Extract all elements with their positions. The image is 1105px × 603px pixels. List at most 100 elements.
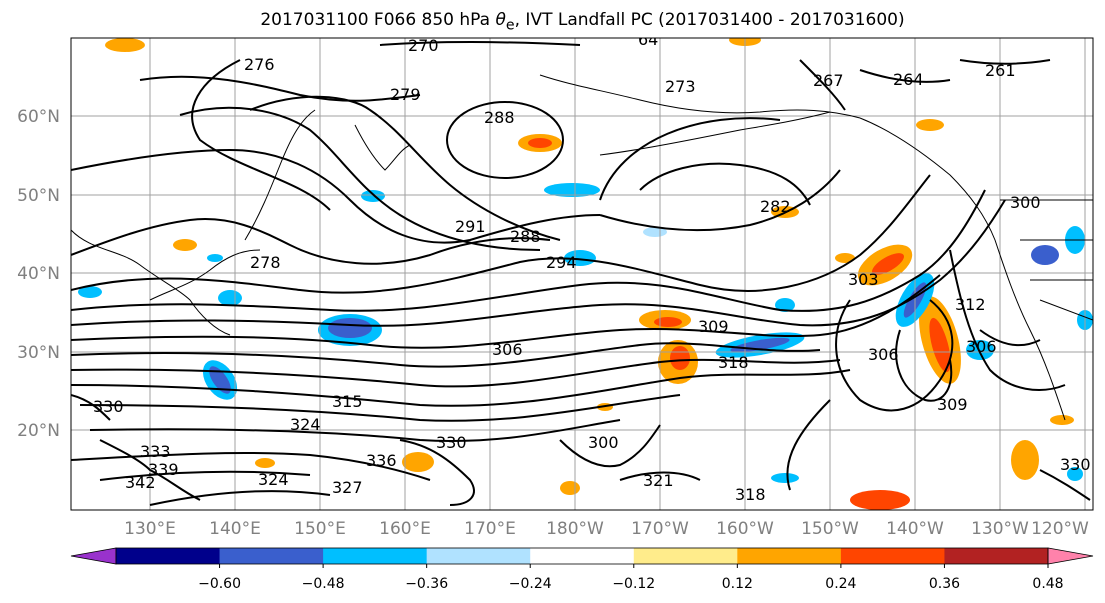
contour-label: 264 (893, 70, 924, 89)
contour-label: 333 (140, 442, 171, 461)
map-title: 2017031100 F066 850 hPa θe, IVT Landfall… (0, 10, 1105, 33)
contour-315 (79, 394, 681, 422)
contour-label: 309 (698, 317, 729, 336)
contour-label: 306 (492, 340, 523, 359)
contour-261 (959, 59, 1051, 65)
contour-label: 321 (643, 471, 674, 490)
contour-279 (139, 75, 421, 102)
contour-318 (89, 419, 621, 442)
contour-label: 282 (760, 197, 791, 216)
lon-label: 150°E (294, 519, 346, 539)
contour-306 (71, 342, 821, 368)
positive-anomaly-patch (255, 458, 275, 468)
lat-label: 60°N (17, 107, 60, 127)
contour-label: 300 (588, 433, 619, 452)
colorbar-segment (633, 548, 738, 564)
lat-label: 40°N (17, 264, 60, 284)
contour-label: 288 (484, 108, 515, 127)
colorbar (70, 547, 1094, 568)
colorbar-tick-label: −0.60 (198, 576, 241, 592)
contour-285-east (639, 162, 811, 206)
lat-label: 20°N (17, 421, 60, 441)
contour-label: 306 (966, 337, 997, 356)
negative-anomaly-patch (771, 473, 799, 483)
positive-anomaly-patch (916, 119, 944, 131)
positive-anomaly-patch (560, 481, 580, 495)
map-plot-area: 270 279 288 273 267 264 261 282 291 288 … (71, 30, 1093, 510)
negative-anomaly-core (328, 318, 372, 338)
contour-327 (149, 490, 331, 506)
theta-subscript: e (505, 17, 515, 34)
colorbar-tick-label: −0.24 (509, 576, 552, 592)
contour-label: 288 (510, 227, 541, 246)
contour-label: 261 (985, 61, 1016, 80)
colorbar-extend-max (1047, 547, 1094, 565)
contour-276 (191, 59, 331, 211)
negative-anomaly-patch (564, 250, 596, 266)
contour-318-east (786, 399, 831, 491)
lon-label: 140°E (209, 519, 261, 539)
lon-label: 120°W (1031, 519, 1089, 539)
colorbar-tick-labels: −0.60 −0.48 −0.36 −0.24 −0.12 0.12 0.24 0.36 0.4… (198, 576, 1063, 592)
coastlines (71, 74, 1093, 421)
contour-330 (399, 439, 475, 506)
contour-288-closed (446, 101, 564, 179)
lon-label: 130°W (971, 519, 1029, 539)
aleutian-arc (599, 111, 831, 156)
contour-312-east (949, 249, 1066, 391)
contour-label: 342 (125, 473, 156, 492)
contour-303 (71, 274, 941, 349)
contour-264 (859, 69, 951, 83)
contour-282-east (599, 169, 841, 232)
lon-label: 140°W (886, 519, 944, 539)
positive-anomaly-core (929, 317, 951, 373)
negative-anomaly-core (209, 366, 231, 394)
lat-label: 50°N (17, 186, 60, 206)
negative-anomaly-patch (775, 298, 795, 312)
positive-anomaly-patch (402, 452, 434, 472)
negative-anomaly-patch (78, 286, 102, 298)
contour-label: 312 (955, 295, 986, 314)
positive-anomaly-patch (1050, 415, 1074, 425)
contour-label: 267 (813, 71, 844, 90)
longitude-labels: 130°E 140°E 150°E 160°E 170°E 180°W 170°… (124, 519, 1089, 539)
colorbar-tick-label: −0.36 (405, 576, 448, 592)
positive-anomaly-core (872, 253, 904, 275)
contour-333 (99, 439, 201, 501)
contour-label: 327 (332, 478, 363, 497)
negative-anomaly-core (1031, 245, 1059, 265)
contour-306-east (979, 329, 1041, 347)
contour-label: 309 (937, 395, 968, 414)
lon-label: 180°W (546, 519, 604, 539)
contour-label: 330 (93, 397, 124, 416)
colorbar-segment (116, 548, 221, 564)
negative-anomaly-patch (361, 190, 385, 202)
contour-label: 318 (735, 485, 766, 504)
contour-309-closed (895, 329, 953, 402)
positive-anomaly-patch (1011, 440, 1039, 480)
contour-label: 336 (366, 451, 397, 470)
title-suffix: , IVT Landfall PC (2017031400 - 20170316… (514, 10, 905, 30)
colorbar-segment (323, 548, 428, 564)
contour-324-east (559, 424, 661, 468)
contour-label: 324 (290, 415, 321, 434)
north-america-coast (859, 117, 1066, 421)
lon-label: 150°W (801, 519, 859, 539)
lon-label: 170°E (464, 519, 516, 539)
contour-270 (379, 40, 581, 46)
contour-309 (71, 358, 841, 388)
contour-label: 294 (546, 253, 577, 272)
colorbar-tick-label: −0.48 (302, 576, 345, 592)
contour-label: 279 (390, 85, 421, 104)
colorbar-segment (737, 548, 842, 564)
contour-282 (71, 148, 601, 244)
colorbar-segment (426, 548, 531, 564)
contour-label: 64 (638, 30, 658, 49)
contour-label: 306 (868, 345, 899, 364)
weak-negative-anomaly-patch (643, 227, 667, 237)
positive-anomaly-core (528, 138, 552, 148)
colorbar-tick-label: 0.36 (929, 576, 960, 592)
positive-anomaly-core (654, 317, 682, 327)
lon-label: 160°W (716, 519, 774, 539)
contour-321-southeast (1039, 469, 1091, 501)
